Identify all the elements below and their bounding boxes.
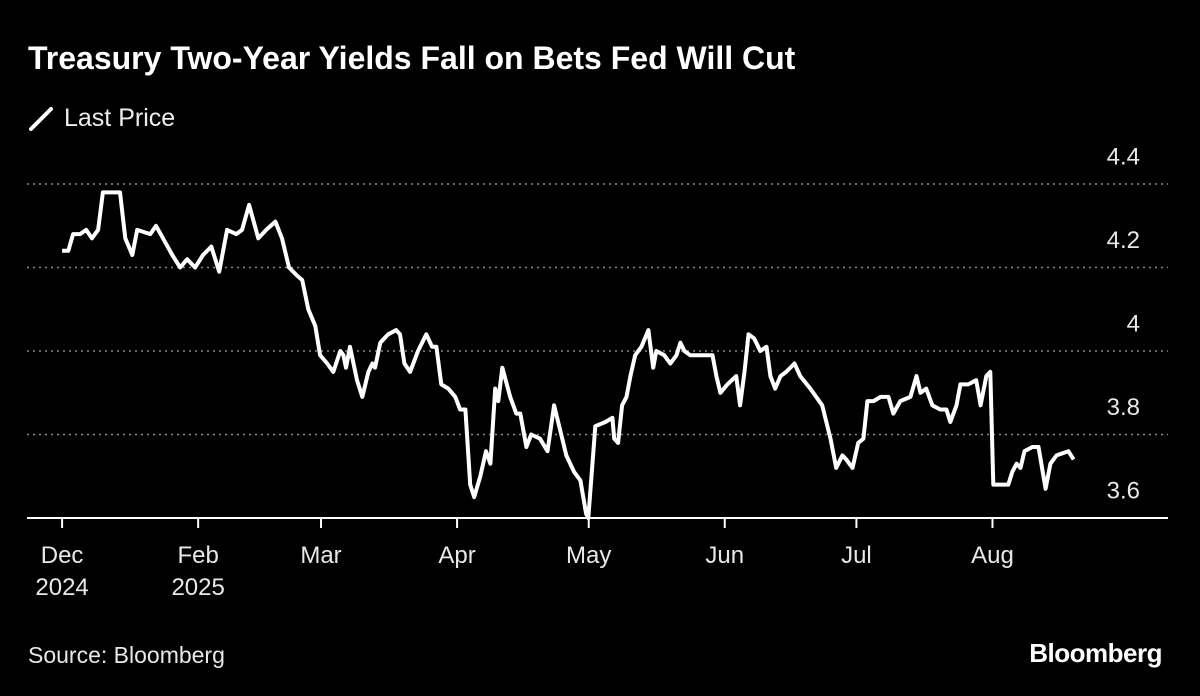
- x-tick-label: Jul: [841, 542, 872, 569]
- legend-label: Last Price: [64, 104, 176, 132]
- x-tick-label: Feb 2025: [171, 542, 225, 601]
- chart-title: Treasury Two-Year Yields Fall on Bets Fe…: [28, 40, 796, 76]
- y-tick-label: 3.6: [1107, 477, 1140, 504]
- source: Source: Bloomberg: [28, 642, 225, 668]
- x-tick-label: Jun: [705, 542, 745, 569]
- y-tick-label: 3.8: [1107, 394, 1140, 421]
- y-tick-label: 4.2: [1107, 227, 1140, 254]
- y-tick-label: 4.4: [1107, 143, 1140, 170]
- x-tick-label: May: [566, 542, 612, 569]
- brand: Bloomberg: [1029, 638, 1162, 668]
- x-tick-label: Apr: [438, 542, 476, 569]
- x-tick-label: Aug: [971, 542, 1014, 569]
- y-tick-label: 4: [1127, 310, 1140, 337]
- x-tick-label: Dec 2024: [35, 542, 89, 601]
- x-tick-label: Mar: [300, 542, 342, 569]
- legend-icon: [29, 106, 53, 131]
- price-line: [62, 190, 1076, 520]
- legend: Last Price: [28, 104, 175, 133]
